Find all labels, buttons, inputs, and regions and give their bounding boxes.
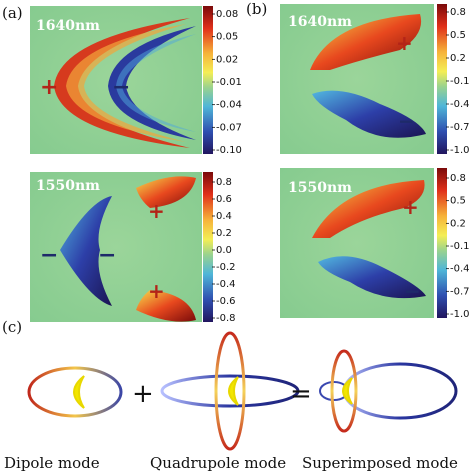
colorbar-tick-label: 0.08 xyxy=(216,9,238,20)
wavelength-label: 1640nm xyxy=(36,18,100,34)
colorbar-tick-label: -0.4 xyxy=(216,279,236,290)
colorbar-tick-label: 0.2 xyxy=(450,218,466,229)
colorbar-tick-label: 0.05 xyxy=(216,32,238,43)
plus-sign: + xyxy=(148,279,165,303)
panel-label-b: (b) xyxy=(246,0,267,18)
colorbar-tick-label: -1.0 xyxy=(450,145,470,156)
colorbar-tick-label: 0.4 xyxy=(216,211,232,222)
colorbar-tick-label: -0.7 xyxy=(450,286,470,297)
minus-sign: − xyxy=(40,243,58,268)
minus-sign: − xyxy=(98,243,116,268)
minus-sign: − xyxy=(112,75,130,100)
dipole-mode xyxy=(27,366,123,418)
plus-operator: + xyxy=(132,379,154,409)
colorbar-tick-label: -0.4 xyxy=(450,264,470,275)
colorbar xyxy=(437,168,447,318)
colorbar xyxy=(203,6,213,154)
colorbar-tick-label: 0.8 xyxy=(216,177,232,188)
colorbar-tick-label: 0.02 xyxy=(216,54,238,65)
map-a-bottom: 1550nm + + − − 0.8 0.6 0.4 0.2 0.0 -0.2 -0.4 -0… xyxy=(30,172,236,324)
colorbar-tick-label: -0.2 xyxy=(216,262,236,273)
plus-sign: + xyxy=(402,195,419,219)
plus-sign: + xyxy=(396,31,413,55)
colorbar-tick-label: -0.7 xyxy=(450,122,470,133)
minus-sign: − xyxy=(398,109,415,133)
map-b-bottom: 1550nm + − 0.8 0.5 0.2 -0.1 -0.4 -0.7 -1.0 xyxy=(280,168,470,320)
colorbar-tick-label: -0.1 xyxy=(450,76,470,87)
caption-quadrupole: Quadrupole mode xyxy=(150,454,286,472)
plus-sign: + xyxy=(148,199,165,223)
map-a-top: 1640nm + − 0.08 0.05 0.02 -0.01 -0.04 -0.07 -0… xyxy=(30,6,242,156)
colorbar-tick-label: -0.4 xyxy=(450,99,470,110)
colorbar-tick-label: -0.01 xyxy=(216,77,242,88)
caption-dipole: Dipole mode xyxy=(4,454,100,472)
panel-label-a: (a) xyxy=(2,4,23,22)
colorbar-tick-label: 0.2 xyxy=(216,228,232,239)
wavelength-label: 1640nm xyxy=(288,14,352,30)
colorbar-tick-label: -0.8 xyxy=(216,313,236,324)
colorbar-tick-label: 0.5 xyxy=(450,196,466,207)
quadrupole-mode xyxy=(160,331,300,451)
colorbar xyxy=(203,172,213,322)
colorbar-tick-label: 0.8 xyxy=(450,173,466,184)
caption-superimposed: Superimposed mode xyxy=(302,454,458,472)
superimposed-mode xyxy=(319,349,458,433)
wavelength-label: 1550nm xyxy=(36,178,100,194)
minus-sign: − xyxy=(404,279,421,303)
colorbar-tick-label: -0.1 xyxy=(450,241,470,252)
equals-operator: = xyxy=(290,379,312,409)
colorbar-tick-label: -0.10 xyxy=(216,145,242,156)
wavelength-label: 1550nm xyxy=(288,180,352,196)
colorbar-tick-label: -0.04 xyxy=(216,100,242,111)
colorbar-tick-label: 0.6 xyxy=(216,194,232,205)
map-b-top: 1640nm + − 0.8 0.5 0.2 -0.1 -0.4 -0.7 -1.0 xyxy=(280,4,470,156)
colorbar-tick-label: 0.0 xyxy=(216,245,232,256)
mode-diagram: + = xyxy=(27,331,458,451)
plus-sign: + xyxy=(40,75,58,100)
colorbar-tick-label: 0.2 xyxy=(450,53,466,64)
colorbar xyxy=(437,4,447,154)
panel-label-c: (c) xyxy=(2,318,22,336)
colorbar-tick-label: -1.0 xyxy=(450,309,470,320)
colorbar-tick-label: -0.07 xyxy=(216,122,242,133)
colorbar-tick-label: 0.5 xyxy=(450,30,466,41)
colorbar-tick-label: 0.8 xyxy=(450,7,466,18)
colorbar-tick-label: -0.6 xyxy=(216,296,236,307)
